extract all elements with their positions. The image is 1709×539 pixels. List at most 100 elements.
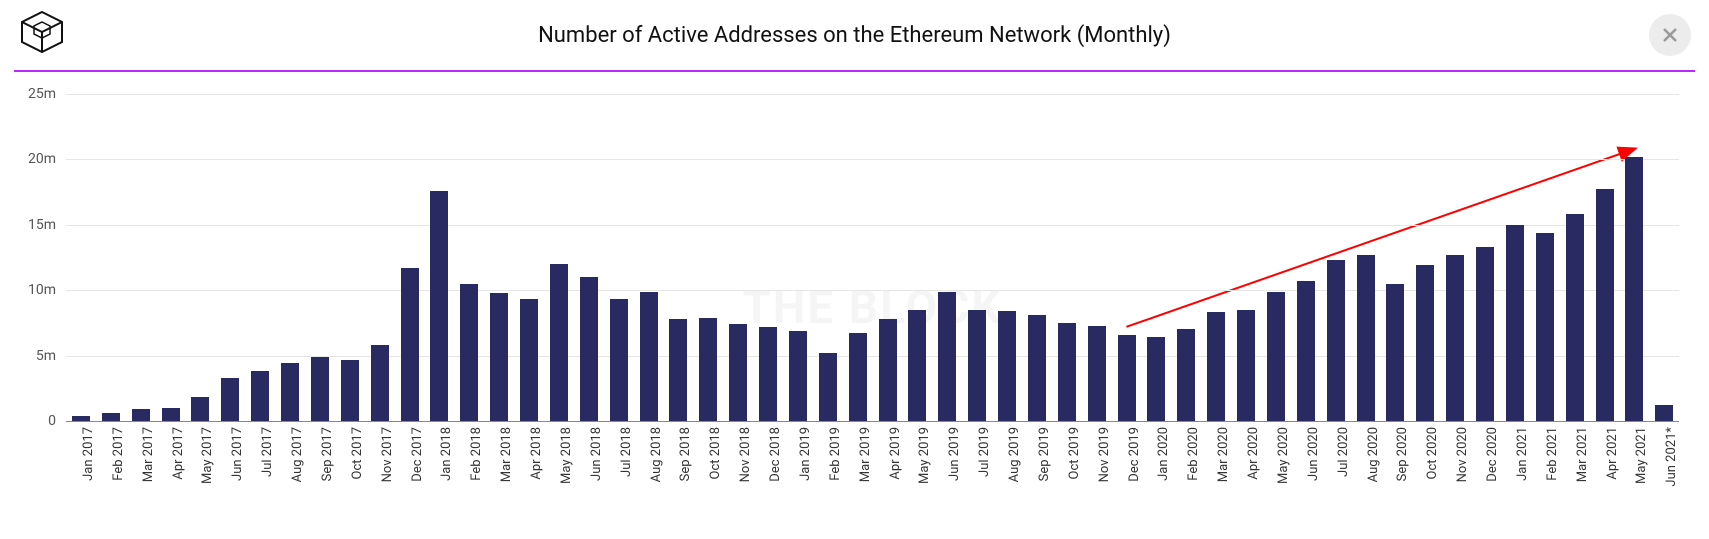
x-label-slot: Aug 2018 (634, 421, 664, 531)
x-label-slot: Aug 2020 (1351, 421, 1381, 531)
x-label-slot: Nov 2017 (365, 421, 395, 531)
bar (520, 299, 538, 421)
x-tick-label: Oct 2019 (1067, 427, 1082, 479)
bar-slot (664, 319, 694, 421)
bar-slot (1351, 255, 1381, 421)
bar-slot (245, 371, 275, 421)
y-tick-label: 0 (48, 413, 56, 429)
bar (789, 331, 807, 421)
y-tick-label: 10m (28, 282, 56, 298)
bar (1416, 265, 1434, 421)
x-label-slot: Nov 2018 (723, 421, 753, 531)
x-label-slot: Jun 2021* (1649, 421, 1679, 531)
x-tick-label: Oct 2018 (708, 427, 723, 479)
x-label-slot: May 2018 (544, 421, 574, 531)
bar-slot (1440, 255, 1470, 421)
y-axis-labels: 05m10m15m20m25m (14, 84, 62, 531)
x-tick-label: Jan 2017 (81, 427, 96, 481)
bar-slot (1530, 233, 1560, 421)
x-label-slot: Aug 2017 (275, 421, 305, 531)
bar-slot (96, 413, 126, 421)
x-tick-label: Jun 2019 (947, 427, 962, 481)
bar (460, 284, 478, 421)
bar (699, 318, 717, 421)
x-tick-label: Jul 2019 (977, 427, 992, 477)
x-tick-label: Feb 2017 (111, 427, 126, 481)
x-label-slot: Mar 2018 (484, 421, 514, 531)
x-tick-label: Aug 2018 (649, 427, 664, 482)
bar (1327, 260, 1345, 421)
x-tick-label: Jan 2018 (439, 427, 454, 481)
x-label-slot: Jul 2017 (245, 421, 275, 531)
x-tick-label: Jan 2021 (1515, 427, 1530, 481)
x-tick-label: May 2020 (1276, 427, 1291, 484)
x-tick-label: Apr 2020 (1246, 427, 1261, 480)
x-label-slot: Jul 2020 (1321, 421, 1351, 531)
x-tick-label: Jul 2017 (260, 427, 275, 477)
x-label-slot: Dec 2017 (395, 421, 425, 531)
bar (1596, 189, 1614, 421)
x-tick-label: Jun 2018 (589, 427, 604, 481)
bar (1446, 255, 1464, 421)
bar-slot (992, 311, 1022, 421)
bar-slot (544, 264, 574, 421)
the-block-logo-icon (18, 8, 66, 60)
x-label-slot: Jul 2018 (604, 421, 634, 531)
x-label-slot: Jun 2020 (1291, 421, 1321, 531)
chart-card: Number of Active Addresses on the Ethere… (0, 0, 1709, 539)
x-label-slot: Feb 2021 (1530, 421, 1560, 531)
bar-slot (365, 345, 395, 421)
x-tick-label: Apr 2018 (529, 427, 544, 480)
bar (281, 363, 299, 421)
bar-slot (1321, 260, 1351, 421)
bar (1028, 315, 1046, 421)
x-label-slot: Aug 2019 (992, 421, 1022, 531)
bar-slot (1201, 312, 1231, 421)
bar (1267, 292, 1285, 421)
x-tick-label: Dec 2018 (768, 427, 783, 482)
bar (908, 310, 926, 421)
bar-slot (693, 318, 723, 421)
x-tick-label: Mar 2018 (499, 427, 514, 482)
x-label-slot: Mar 2020 (1201, 421, 1231, 531)
close-button[interactable] (1649, 14, 1691, 56)
x-tick-label: Jul 2018 (619, 427, 634, 477)
bar-slot (395, 268, 425, 421)
y-tick-label: 5m (36, 348, 56, 364)
chart-header: Number of Active Addresses on the Ethere… (0, 0, 1709, 70)
bar (132, 409, 150, 421)
bar-slot (932, 292, 962, 421)
bar (1655, 405, 1673, 421)
bar-slot (1112, 335, 1142, 421)
x-tick-label: Jun 2017 (230, 427, 245, 481)
x-label-slot: Feb 2019 (813, 421, 843, 531)
bar-slot (1231, 310, 1261, 421)
x-tick-label: Feb 2019 (828, 427, 843, 481)
bar (102, 413, 120, 421)
x-label-slot: Jan 2021 (1500, 421, 1530, 531)
bar (162, 408, 180, 421)
x-tick-label: Feb 2021 (1545, 427, 1560, 481)
x-label-slot: Sep 2020 (1381, 421, 1411, 531)
bar (1058, 323, 1076, 421)
bar-slot (1470, 247, 1500, 421)
bar (1536, 233, 1554, 421)
bar (251, 371, 269, 421)
bar-slot (873, 319, 903, 421)
x-label-slot: Mar 2019 (843, 421, 873, 531)
x-label-slot: Nov 2020 (1440, 421, 1470, 531)
header-rule (14, 70, 1695, 72)
x-tick-label: Sep 2020 (1395, 427, 1410, 481)
bar (1625, 157, 1643, 421)
bar-slot (186, 397, 216, 421)
x-tick-label: May 2018 (559, 427, 574, 484)
x-tick-label: Feb 2020 (1186, 427, 1201, 481)
x-tick-label: Mar 2017 (141, 427, 156, 482)
x-tick-label: Sep 2017 (320, 427, 335, 481)
bar (998, 311, 1016, 421)
x-label-slot: Jan 2017 (66, 421, 96, 531)
x-tick-label: Apr 2021 (1605, 427, 1620, 480)
bar (849, 333, 867, 421)
x-tick-label: Nov 2020 (1455, 427, 1470, 482)
bar-slot (1022, 315, 1052, 421)
